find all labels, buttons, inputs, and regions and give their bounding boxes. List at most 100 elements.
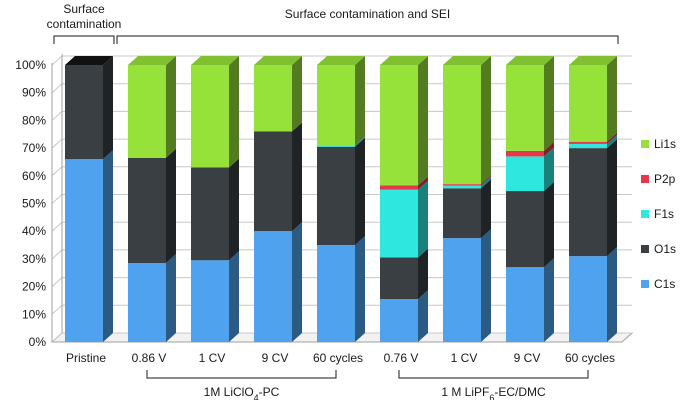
bar-side-c1s [103,150,113,342]
x-category-label: 1 CV [451,351,478,365]
legend-label: F1s [654,207,674,221]
group-label-main: 1M LiClO [204,385,254,399]
bar-side-f1s [481,176,491,189]
x-category-label: 60 cycles [313,351,363,365]
legend-item-li1s: Li1s [641,137,676,151]
bar-side-li1s [607,56,617,142]
bar-segment-p2p [380,185,418,190]
top-annotation-text: Surface [63,2,105,16]
bar-top-cap [128,56,176,65]
x-category-label: Pristine [66,351,106,365]
bar-side-o1s [229,158,239,261]
legend-label: P2p [654,172,676,186]
bar-side-o1s [355,137,365,246]
bar-segment-li1s [191,65,229,168]
group-label-1: 1M LiClO4-PC [146,370,337,400]
x-category-label: 60 cycles [565,351,615,365]
group-label-text: 1M LiClO4-PC [204,385,280,400]
bar-side-li1s [355,56,365,146]
bar-side-c1s [418,290,428,342]
bar-segment-c1s [317,245,355,342]
bar-segment-o1s [191,167,229,261]
top-annotation-text: Surface contamination and SEI [285,7,450,21]
x-category-label: 0.76 V [384,351,419,365]
bottom-bracket [146,370,337,379]
bar-side-p2p [607,132,617,144]
bar-segment-li1s [380,65,418,186]
bar-segment-o1s [317,146,355,246]
legend-swatch [641,140,649,148]
bar-segment-li1s [443,65,481,185]
bar-segment-o1s [65,65,103,160]
bar-segment-o1s [128,157,166,264]
bar-side-p2p [481,175,491,186]
bar-side-li1s [481,56,491,185]
group-label-tail: -EC/DMC [494,385,546,399]
y-tick-label: 70% [22,141,46,155]
bar-segment-o1s [506,191,544,268]
x-category-label: 9 CV [514,351,541,365]
bar-segment-o1s [443,188,481,239]
bar-side-li1s [292,56,302,132]
bar-segment-li1s [254,65,292,132]
bar-side-li1s [166,56,176,158]
bar-side-f1s [355,136,365,147]
bar-top-cap [191,56,239,65]
bar-top-cap [380,56,428,65]
bar-top-cap [254,56,302,65]
bar-side-o1s [166,148,176,264]
group-label-subscript: 6 [489,393,494,400]
y-tick-label: 80% [22,113,46,127]
bar-side-c1s [355,236,365,342]
bar-side-c1s [481,229,491,342]
bar-side-li1s [229,56,239,168]
legend-item-p2p: P2p [641,172,676,186]
bar-segment-li1s [569,65,607,142]
legend-item-c1s: C1s [641,277,675,291]
bar-top-cap [506,56,554,65]
bar-segment-c1s [380,299,418,342]
bar-side-o1s [292,122,302,232]
bar-top-cap [317,56,365,65]
bar-side-c1s [166,254,176,342]
x-category-label: 0.86 V [132,351,167,365]
y-tick-label: 90% [22,86,46,100]
bar-side-f1s [607,134,617,149]
x-category-label: 1 CV [199,351,226,365]
bar-segment-li1s [506,65,544,151]
bar-segment-c1s [569,256,607,342]
bar-side-o1s [544,182,554,268]
bar-segment-c1s [506,267,544,342]
bar-side-c1s [607,247,617,342]
bar-side-o1s [103,56,113,160]
bar-side-li1s [544,56,554,151]
legend-swatch [641,175,649,183]
legend-item-f1s: F1s [641,207,674,221]
bar-segment-f1s [380,189,418,258]
bar-side-c1s [292,222,302,342]
bar-segment-c1s [65,159,103,342]
bottom-bracket [398,370,589,379]
y-tick-label: 50% [22,197,46,211]
bar-segment-o1s [380,257,418,300]
bar-top-cap [569,56,617,65]
legend-swatch [641,280,649,288]
bar-segment-f1s [317,145,355,147]
y-tick-label: 30% [22,252,46,266]
bar-side-c1s [229,251,239,342]
top-annotation-2: Surface contamination and SEI [116,7,619,44]
top-annotation-text: contamination [47,17,122,31]
legend-label: C1s [654,277,675,291]
bar-segment-c1s [128,263,166,342]
bar-top-cap [443,56,491,65]
legend-swatch [641,245,649,253]
legend-swatch [641,210,649,218]
bar-segment-o1s [569,148,607,257]
group-label-2: 1 M LiPF6-EC/DMC [398,370,589,400]
bar-side-o1s [607,139,617,257]
bar-segment-c1s [191,260,229,342]
bar-segment-f1s [443,185,481,189]
